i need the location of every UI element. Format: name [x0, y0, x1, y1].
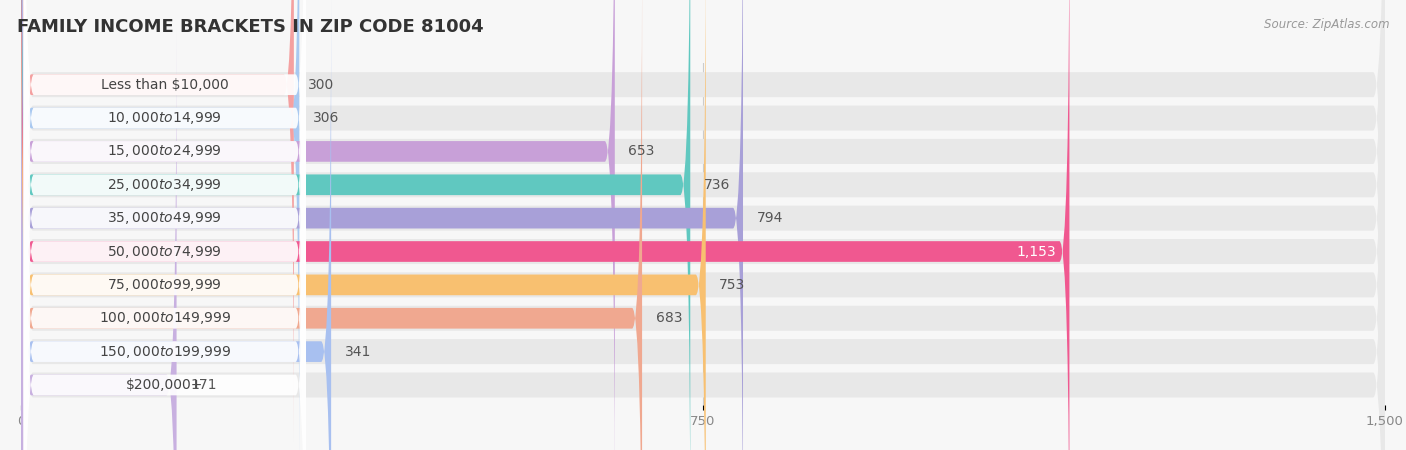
Text: 653: 653 [628, 144, 655, 158]
FancyBboxPatch shape [21, 0, 1385, 450]
Text: $25,000 to $34,999: $25,000 to $34,999 [107, 177, 222, 193]
Text: $150,000 to $199,999: $150,000 to $199,999 [98, 344, 231, 360]
Text: 171: 171 [190, 378, 217, 392]
FancyBboxPatch shape [24, 0, 305, 450]
FancyBboxPatch shape [21, 0, 643, 450]
Text: FAMILY INCOME BRACKETS IN ZIP CODE 81004: FAMILY INCOME BRACKETS IN ZIP CODE 81004 [17, 18, 484, 36]
FancyBboxPatch shape [24, 0, 305, 450]
Text: $50,000 to $74,999: $50,000 to $74,999 [107, 243, 222, 260]
FancyBboxPatch shape [24, 0, 305, 450]
Text: $200,000+: $200,000+ [127, 378, 204, 392]
Text: 736: 736 [704, 178, 730, 192]
FancyBboxPatch shape [24, 0, 305, 450]
Text: 300: 300 [308, 78, 333, 92]
FancyBboxPatch shape [21, 0, 1385, 450]
FancyBboxPatch shape [21, 0, 1385, 450]
Text: 683: 683 [655, 311, 682, 325]
FancyBboxPatch shape [24, 0, 305, 450]
Text: 306: 306 [314, 111, 339, 125]
FancyBboxPatch shape [21, 28, 177, 450]
Text: $35,000 to $49,999: $35,000 to $49,999 [107, 210, 222, 226]
FancyBboxPatch shape [24, 0, 305, 450]
FancyBboxPatch shape [21, 0, 706, 450]
Text: Less than $10,000: Less than $10,000 [101, 78, 229, 92]
FancyBboxPatch shape [21, 0, 299, 450]
FancyBboxPatch shape [21, 0, 1385, 450]
FancyBboxPatch shape [21, 0, 742, 450]
FancyBboxPatch shape [21, 0, 690, 450]
Text: 1,153: 1,153 [1017, 244, 1056, 258]
Text: 753: 753 [720, 278, 745, 292]
FancyBboxPatch shape [21, 0, 614, 450]
Text: 794: 794 [756, 211, 783, 225]
FancyBboxPatch shape [21, 0, 1385, 450]
FancyBboxPatch shape [21, 0, 1385, 450]
FancyBboxPatch shape [21, 0, 1385, 450]
FancyBboxPatch shape [24, 28, 305, 450]
FancyBboxPatch shape [24, 0, 305, 441]
Text: Source: ZipAtlas.com: Source: ZipAtlas.com [1264, 18, 1389, 31]
Text: 341: 341 [344, 345, 371, 359]
FancyBboxPatch shape [21, 0, 332, 450]
FancyBboxPatch shape [24, 0, 305, 450]
Text: $15,000 to $24,999: $15,000 to $24,999 [107, 144, 222, 159]
FancyBboxPatch shape [21, 0, 1385, 450]
FancyBboxPatch shape [21, 0, 294, 441]
FancyBboxPatch shape [21, 0, 1070, 450]
Text: $100,000 to $149,999: $100,000 to $149,999 [98, 310, 231, 326]
Text: $75,000 to $99,999: $75,000 to $99,999 [107, 277, 222, 293]
FancyBboxPatch shape [24, 0, 305, 450]
Text: $10,000 to $14,999: $10,000 to $14,999 [107, 110, 222, 126]
FancyBboxPatch shape [21, 0, 1385, 450]
FancyBboxPatch shape [21, 0, 1385, 450]
